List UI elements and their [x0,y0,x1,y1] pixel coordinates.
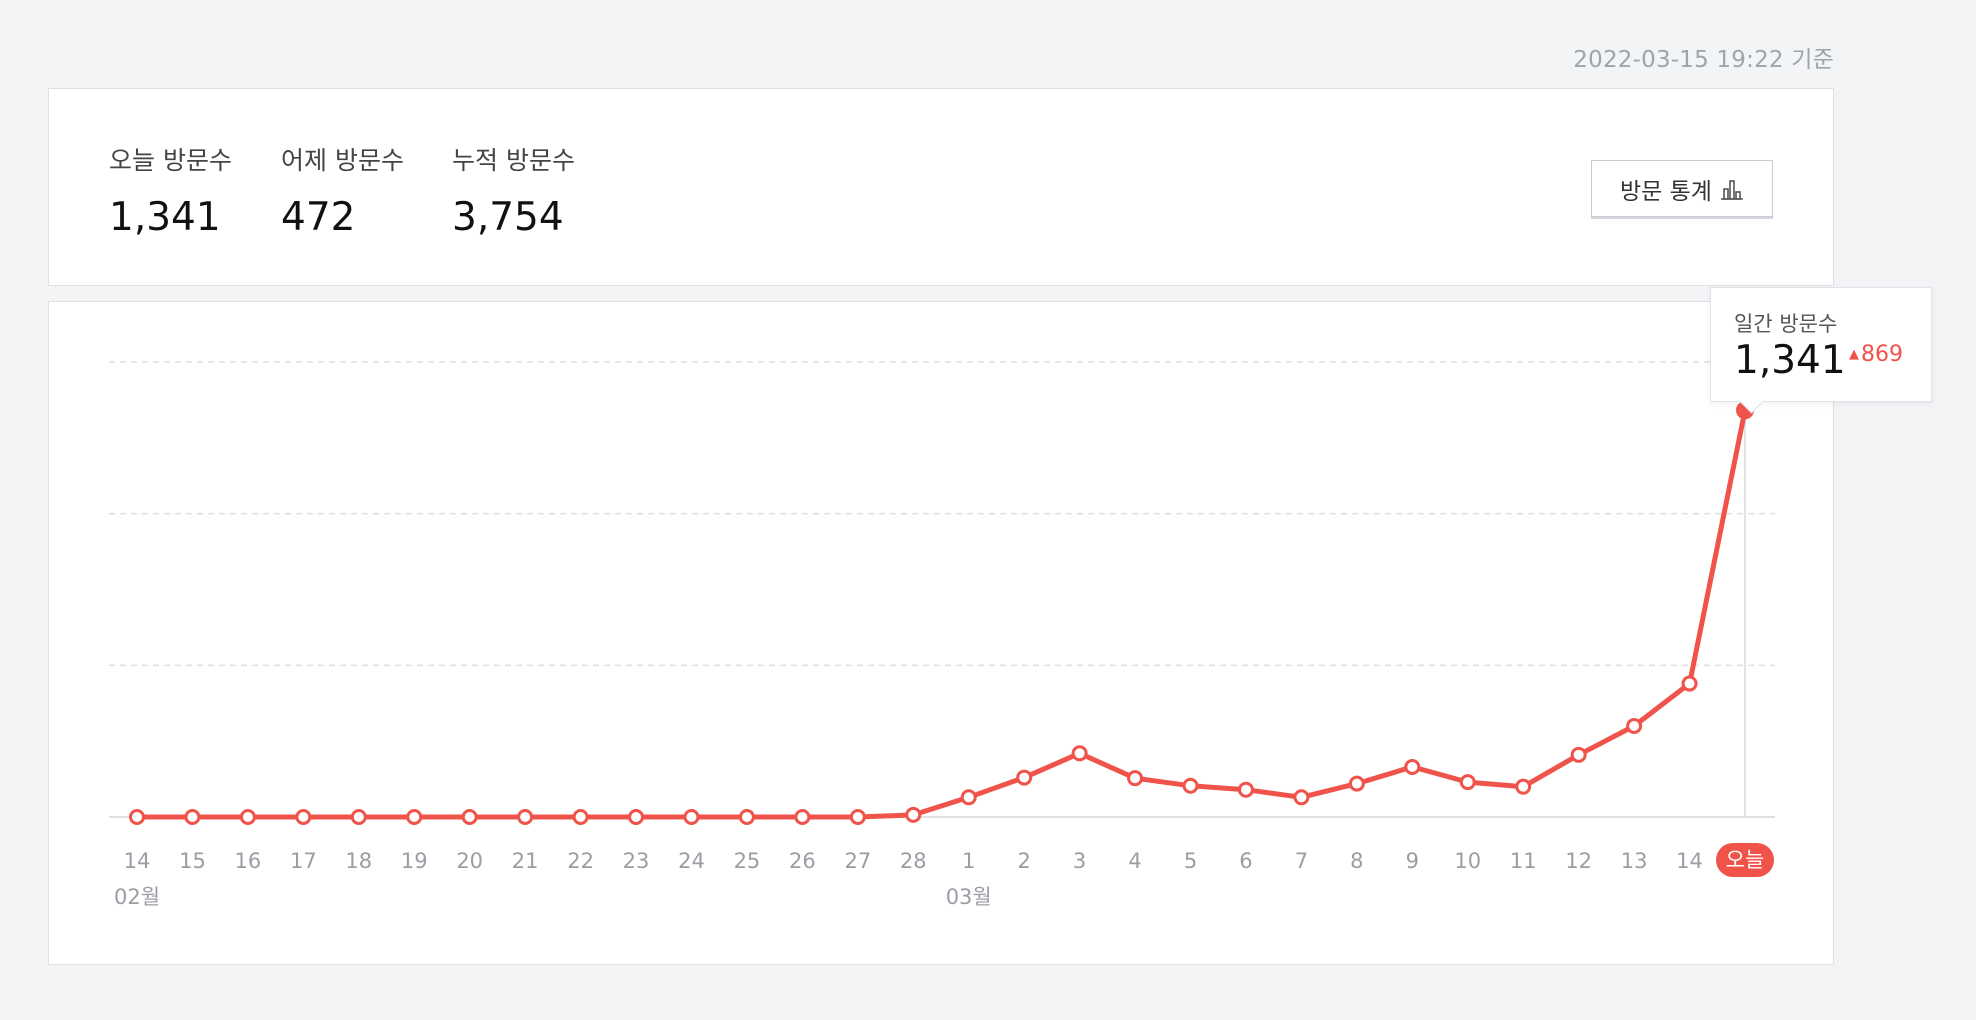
x-tick-label: 7 [1295,849,1308,873]
x-tick-label: 23 [623,849,650,873]
total-visits: 누적 방문수 3,754 [452,141,575,240]
x-tick-label: 5 [1184,849,1197,873]
x-tick-label: 17 [290,849,317,873]
x-tick-label: 1 [962,849,975,873]
x-tick-label: 6 [1239,849,1252,873]
visit-stats-button-label: 방문 통계 [1620,178,1712,205]
data-point[interactable] [1404,758,1421,775]
yesterday-visits-label: 어제 방문수 [281,146,404,175]
x-tick-label: 21 [512,849,539,873]
month-label: 03월 [946,885,992,909]
data-point[interactable] [572,809,589,825]
x-tick-label: 2 [1017,849,1030,873]
x-tick-label: 19 [401,849,428,873]
data-point[interactable] [1348,775,1365,792]
x-tick-label: 오늘 [1726,848,1765,872]
total-visits-label: 누적 방문수 [452,146,575,175]
data-point[interactable] [1071,745,1088,762]
x-tick-label: 14 [1676,849,1703,873]
data-point[interactable] [517,809,534,825]
data-point[interactable] [295,809,312,825]
x-tick-label: 11 [1510,849,1537,873]
data-point[interactable] [406,809,423,825]
x-tick-label: 22 [567,849,594,873]
x-tick-label: 12 [1565,849,1592,873]
up-arrow-icon: ▲ [1849,347,1859,362]
x-tick-label: 18 [345,849,372,873]
data-point[interactable] [461,809,478,825]
x-tick-label: 24 [678,849,705,873]
data-point[interactable] [1016,769,1033,786]
today-visits-label: 오늘 방문수 [109,146,232,175]
series-line [137,409,1748,820]
tooltip-delta: ▲869 [1849,342,1903,367]
x-tick-label: 8 [1350,849,1363,873]
visit-stats-button[interactable]: 방문 통계 [1591,160,1773,217]
yesterday-visits: 어제 방문수 472 [281,141,404,240]
daily-visits-chart: 14 15 16 17 18 19 20 21 22 23 24 25 26 27 28 1 2 3 4 5 6 7 8 9 1… [109,361,1775,909]
chart-tooltip: 일간 방문수 1,341 ▲869 [1710,287,1932,402]
data-point[interactable] [1127,770,1144,787]
data-point[interactable] [1459,774,1476,791]
data-point[interactable] [1182,777,1199,794]
x-tick-label: 26 [789,849,816,873]
data-point[interactable] [350,809,367,825]
tooltip-value: 1,341 [1734,338,1846,383]
today-visits-value: 1,341 [109,195,221,240]
data-point[interactable] [239,809,256,825]
month-label: 02월 [114,885,160,909]
x-tick-label: 10 [1454,849,1481,873]
today-visits: 오늘 방문수 1,341 [109,141,232,240]
data-point[interactable] [849,809,866,825]
data-point[interactable] [794,809,811,825]
x-tick-label: 15 [179,849,206,873]
x-tick-label: 13 [1621,849,1648,873]
data-point[interactable] [683,809,700,825]
x-tick-label: 20 [456,849,483,873]
x-tick-label: 14 [124,849,151,873]
data-point[interactable] [129,809,145,825]
x-tick-label: 27 [844,849,871,873]
visit-summary-card: 오늘 방문수 1,341 어제 방문수 472 누적 방문수 3,754 방문 … [48,88,1834,286]
data-point[interactable] [1626,718,1643,734]
yesterday-visits-value: 472 [281,195,356,240]
today-badge [1716,843,1774,877]
tooltip-label: 일간 방문수 [1734,312,1838,336]
data-point[interactable] [1237,781,1254,798]
data-point[interactable] [1293,789,1310,806]
tooltip-delta-value: 869 [1861,342,1903,367]
timestamp: 2022-03-15 19:22 기준 [1573,47,1834,73]
data-point[interactable] [1570,746,1587,763]
data-point[interactable] [905,806,922,823]
x-tick-label: 4 [1128,849,1141,873]
data-point[interactable] [1515,778,1532,795]
data-point[interactable] [184,809,201,825]
x-tick-label: 25 [734,849,761,873]
data-point[interactable] [960,789,977,806]
data-point[interactable] [628,809,645,825]
data-point[interactable] [738,809,755,825]
daily-visits-chart-panel: 14 15 16 17 18 19 20 21 22 23 24 25 26 27 28 1 2 3 4 5 6 7 8 9 1… [48,301,1834,965]
x-tick-label: 28 [900,849,927,873]
x-tick-label: 3 [1073,849,1086,873]
x-tick-label: 16 [235,849,262,873]
bar-chart-icon [1720,178,1744,200]
data-point[interactable] [1681,675,1698,692]
x-tick-label: 9 [1406,849,1419,873]
total-visits-value: 3,754 [452,195,564,240]
